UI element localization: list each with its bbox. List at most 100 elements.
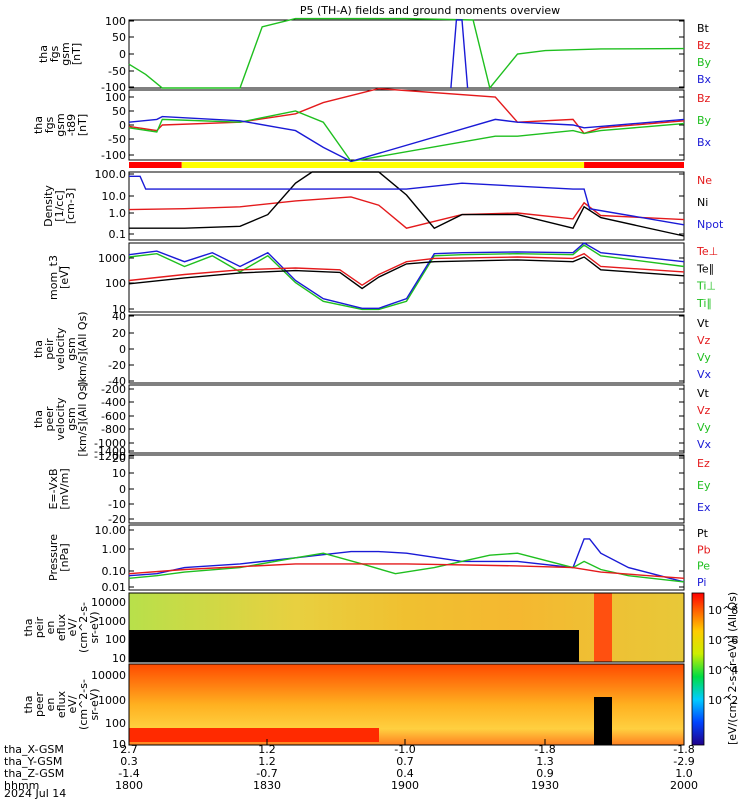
time-axis-date: 2024 Jul 14 <box>4 787 66 800</box>
tick-label: 10 <box>112 303 126 316</box>
y-axis-label: eV/ <box>66 695 79 713</box>
legend-entry: Ey <box>697 479 711 492</box>
panel-frame-temperature <box>128 242 685 313</box>
y-axis-label: E=-VxB <box>47 468 60 509</box>
time-axis-value: -0.7 <box>256 767 277 780</box>
tick-label: 10 <box>112 738 126 751</box>
y-axis-label: tha <box>32 116 45 134</box>
series-layer <box>128 17 685 583</box>
tick-label: 0 <box>119 483 126 496</box>
y-axis-label: [km/s](All Qs) <box>76 311 89 386</box>
legend-entry: Vz <box>697 334 711 347</box>
tick-label: 100 <box>105 91 126 104</box>
legend-entry: Vt <box>697 317 710 330</box>
series-temperature-Ti⊥ <box>128 242 685 309</box>
series-temperature-Te∥ <box>128 256 685 290</box>
y-axis-label: peir <box>43 338 56 360</box>
y-axis-label: (cm^2-s- <box>77 602 90 653</box>
series-pressure-Pi <box>128 538 685 583</box>
tick-label: -1000 <box>94 437 126 450</box>
time-axis-value: -1.8 <box>673 743 694 756</box>
y-axis-label: fgs <box>43 116 56 133</box>
panel-frame-peer_velocity <box>128 384 685 454</box>
y-axis-label: tha <box>37 45 50 63</box>
tick-label: 100 <box>105 717 126 730</box>
legend-entry: Npot <box>697 218 724 231</box>
y-axis-label: gsm <box>54 113 67 136</box>
figure-title: P5 (TH-A) fields and ground moments over… <box>300 4 560 17</box>
tick-label: -10 <box>108 498 126 511</box>
y-axis-label: [cm-3] <box>64 188 77 224</box>
colorbar-tick-label: 10^6 <box>708 634 738 647</box>
y-axis-label: tha <box>32 340 45 358</box>
y-axis-label: fgs <box>48 45 61 62</box>
tick-label: 1.00 <box>102 543 127 556</box>
time-axis-value: 1830 <box>253 779 281 792</box>
legend-entry: Ne <box>697 174 712 187</box>
legend-entry: Vx <box>697 368 712 381</box>
y-axis-label: peer <box>33 692 46 718</box>
panel-frame-fgs_t89 <box>128 89 685 161</box>
legend-entry: Bz <box>697 39 711 52</box>
series-temperature-Ti∥ <box>128 244 685 311</box>
mode-bar-segment <box>584 162 684 168</box>
time-axis-value: 1900 <box>391 779 419 792</box>
legend-entry: Vy <box>697 421 711 434</box>
series-fgs-Bx <box>450 19 469 89</box>
spectrogram-peir-burst <box>594 593 612 662</box>
y-axis-label: gsm <box>59 42 72 65</box>
spectrogram-frame <box>128 592 685 663</box>
y-axis-label: [mV/m] <box>58 468 71 509</box>
time-axis-value: 1.3 <box>536 755 554 768</box>
tick-label: 10000 <box>91 669 126 682</box>
tick-label: 100.0 <box>95 168 127 181</box>
legend-entry: By <box>697 114 712 127</box>
tick-label: 10.00 <box>95 524 127 537</box>
panel-frame-peir_velocity <box>128 314 685 384</box>
axis-text-layer: 100500-50-100thafgsgsm[nT]BtBzByBx100500… <box>22 15 724 751</box>
time-axis-value: 1.2 <box>258 743 276 756</box>
y-axis-label: velocity <box>54 327 67 370</box>
tick-label: 100 <box>105 633 126 646</box>
tick-label: 10 <box>112 467 126 480</box>
tick-label: -20 <box>108 359 126 372</box>
tick-label: -200 <box>101 383 126 396</box>
series-density-Ne <box>128 196 685 229</box>
legend-entry: Vt <box>697 387 710 400</box>
legend-entry: Ti∥ <box>696 297 712 310</box>
tick-label: 0 <box>119 119 126 132</box>
tick-label: 1000 <box>98 694 126 707</box>
legend-entry: Vx <box>697 438 712 451</box>
y-axis-label: gsm <box>65 407 78 430</box>
series-fgs-By <box>128 17 685 90</box>
mode-bar-segment <box>181 162 585 168</box>
time-axis-value: 2000 <box>670 779 698 792</box>
colorbar-tick-label: 10^8 <box>708 604 738 617</box>
time-axis-value: -1.4 <box>118 767 139 780</box>
series-fgs_t89-By <box>128 110 685 163</box>
time-axis-value: 1800 <box>115 779 143 792</box>
series-pressure-Pe <box>128 552 685 583</box>
y-axis-label: peir <box>33 616 46 638</box>
tick-label: 10.0 <box>102 190 127 203</box>
tick-label: 0 <box>119 48 126 61</box>
time-axis: tha_X-GSM 2.7 1.2 -1.0 -1.8 -1.8 tha_Y-GSM 0.3 1… <box>4 739 698 800</box>
legend-entry: Bx <box>697 73 712 86</box>
tick-label: -400 <box>101 396 126 409</box>
panel-frame-density <box>128 171 685 241</box>
spectrogram-peer-gap <box>594 697 612 745</box>
panel-frame-pressure <box>128 524 685 591</box>
time-axis-value: 2.7 <box>120 743 138 756</box>
y-axis-label: sr-eV) <box>88 688 101 720</box>
series-pressure-Pb <box>128 563 685 579</box>
legend-entry: Bt <box>697 22 710 35</box>
legend-entry: Bx <box>697 136 712 149</box>
series-fgs_t89-Bx <box>128 115 685 163</box>
y-axis-label: tha <box>22 618 35 636</box>
tick-label: 0 <box>119 343 126 356</box>
colorbar-scale <box>691 592 705 746</box>
y-axis-label: [nT] <box>76 114 89 136</box>
tick-label: -50 <box>108 133 126 146</box>
panel-frame-fgs <box>128 19 685 89</box>
